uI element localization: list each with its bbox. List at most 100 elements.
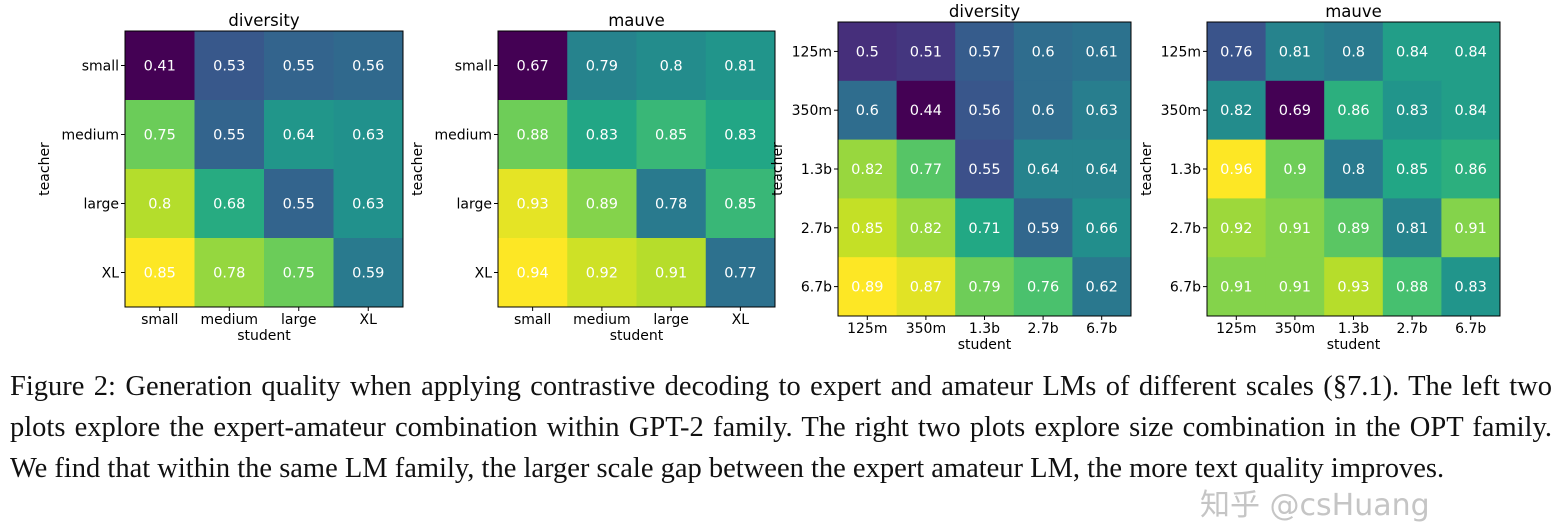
heatmap-cell [636,100,707,170]
cell-value-label: 0.8 [1342,44,1365,60]
x-tick-label: medium [200,312,258,328]
y-tick-label: medium [61,128,119,144]
cell-value-label: 0.71 [968,221,1000,237]
cell-value-label: 0.59 [352,266,384,282]
x-tick-label: 125m [847,321,887,337]
y-tick-label: large [457,197,492,213]
heatmap-cell [636,31,707,101]
x-tick-label: 350m [906,321,946,337]
heatmap-cell [194,169,265,239]
heatmap-cell [896,80,956,141]
heatmap-cell [125,169,195,239]
heatmap-cell [1441,80,1501,141]
cell-value-label: 0.81 [1279,44,1311,60]
plot-title: mauve [1325,2,1382,21]
heatmap-cell [1265,22,1325,82]
heatmap-cell [705,169,776,239]
cell-value-label: 0.53 [213,59,245,75]
cell-value-label: 0.93 [516,197,548,213]
heatmap-cell [1207,80,1267,141]
heatmap-cell [955,198,1015,258]
y-tick-label: 2.7b [801,221,832,237]
cell-value-label: 0.79 [968,280,1000,296]
heatmap-cell [498,31,568,101]
y-tick-label: small [82,59,119,75]
cell-value-label: 0.91 [1455,221,1487,237]
heatmap-cell [1382,80,1442,141]
x-tick-label: 1.3b [969,321,1000,337]
cell-value-label: 0.92 [586,266,618,282]
cell-value-label: 0.6 [856,103,879,119]
cell-value-label: 0.59 [1027,221,1059,237]
heatmap-cell [1265,80,1325,141]
cell-value-label: 0.93 [1337,280,1369,296]
heatmap-cell [1382,257,1442,317]
heatmap-cell [705,100,776,170]
cell-value-label: 0.87 [910,280,942,296]
x-axis-label: student [610,328,664,344]
cell-value-label: 0.88 [516,128,548,144]
heatmap-cell [264,238,334,308]
cell-value-label: 0.41 [144,59,176,75]
plot-title: diversity [949,2,1020,21]
cell-value-label: 0.69 [1279,103,1311,119]
heatmap-cell [1013,22,1073,82]
heatmap-cell [838,257,898,317]
y-tick-label: small [455,59,492,75]
cell-value-label: 0.82 [910,221,942,237]
cell-value-label: 0.89 [586,197,618,213]
cell-value-label: 0.85 [655,128,687,144]
cell-value-label: 0.82 [851,162,883,178]
heatmap-cell [1207,22,1267,82]
x-tick-label: XL [732,312,750,328]
heatmap-cell [567,31,637,101]
cell-value-label: 0.55 [283,197,315,213]
cell-value-label: 0.67 [516,59,548,75]
heatmap-cell [636,169,707,239]
heatmap-cell [1382,198,1442,258]
heatmap-cell [1324,22,1384,82]
cell-value-label: 0.56 [968,103,1000,119]
cell-value-label: 0.86 [1337,103,1369,119]
x-axis-label: student [1327,337,1381,353]
heatmap-cell [125,31,195,101]
cell-value-label: 0.5 [856,44,879,60]
cell-value-label: 0.56 [352,59,384,75]
cell-value-label: 0.83 [1396,103,1428,119]
heatmap-cell [1324,257,1384,317]
heatmap-cell [194,31,265,101]
cell-value-label: 0.91 [1220,280,1252,296]
heatmap-cell [264,31,334,101]
cell-value-label: 0.76 [1220,44,1252,60]
cell-value-label: 0.8 [1342,162,1365,178]
y-axis-label: teacher [1139,142,1155,196]
y-tick-label: 350m [792,103,832,119]
x-tick-label: 2.7b [1028,321,1059,337]
heatmap-cell [1265,257,1325,317]
cell-value-label: 0.92 [1220,221,1252,237]
heatmap-cell [1441,22,1501,82]
heatmap-cell [1324,198,1384,258]
plot-title: mauve [608,11,665,30]
cell-value-label: 0.85 [724,197,756,213]
y-tick-label: 350m [1161,103,1201,119]
cell-value-label: 0.8 [148,197,171,213]
heatmap-cell [1013,257,1073,317]
cell-value-label: 0.75 [144,128,176,144]
y-tick-label: 6.7b [1170,280,1201,296]
heatmap-cell [1072,80,1132,141]
heatmap-cell [705,238,776,308]
y-tick-label: 6.7b [801,280,832,296]
heatmap-cell [1072,257,1132,317]
cell-value-label: 0.85 [1396,162,1428,178]
y-tick-label: large [84,197,119,213]
heatmap-cell [125,100,195,170]
y-tick-label: 1.3b [801,162,832,178]
heatmap-cell [1207,139,1267,199]
y-tick-label: XL [102,266,120,282]
heatmap-cell [498,169,568,239]
heatmap-cell [1207,198,1267,258]
plot-title: diversity [228,11,299,30]
cell-value-label: 0.64 [1086,162,1118,178]
y-axis-label: teacher [37,142,53,196]
